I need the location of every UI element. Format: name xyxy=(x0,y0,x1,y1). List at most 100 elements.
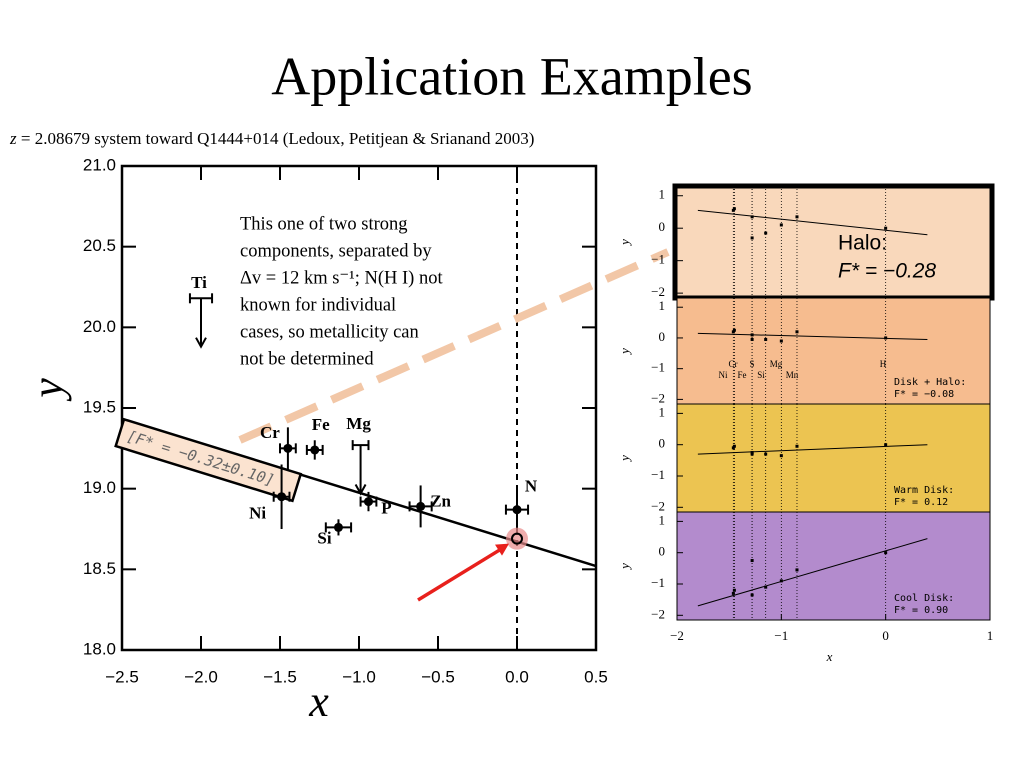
panel-y-tick-label: 0 xyxy=(659,219,666,234)
element-label: Mg xyxy=(770,359,783,369)
panel-y-tick-label: 1 xyxy=(659,404,666,419)
panel-name: Cool Disk: xyxy=(894,593,954,604)
panel-y-tick-label: −1 xyxy=(651,575,665,590)
panel-y-label: y xyxy=(617,348,632,356)
panel-fit-line xyxy=(697,209,928,236)
plot-frame xyxy=(120,164,598,652)
panel-y-tick-label: −1 xyxy=(651,467,665,482)
panel-point xyxy=(750,593,754,597)
y-tick-label: 19.5 xyxy=(83,397,116,416)
note-line: not be determined xyxy=(240,349,374,369)
panel-point xyxy=(795,568,799,572)
data-point xyxy=(310,445,320,455)
panel-f: F* = −0.08 xyxy=(894,389,954,400)
element-label: Cr xyxy=(729,359,738,369)
point-label: Ni xyxy=(249,504,266,523)
x-axis-label: x xyxy=(308,677,329,726)
panel-point xyxy=(884,443,888,447)
panel-y-tick-label: −2 xyxy=(651,284,665,299)
panel-point xyxy=(764,231,768,235)
panel-point xyxy=(732,207,736,211)
element-label: Fe xyxy=(738,370,747,380)
panel-fit-line xyxy=(697,444,928,455)
panel-f: F* = 0.12 xyxy=(894,497,948,508)
panel-point xyxy=(731,208,735,212)
panel-point xyxy=(764,337,768,341)
panel-fit-line xyxy=(697,538,928,607)
panel-x-label: x xyxy=(826,649,833,664)
element-label: H xyxy=(880,359,887,369)
y-tick-label: 18.5 xyxy=(83,559,116,578)
panel-y-tick-label: 1 xyxy=(659,298,666,313)
panel-point xyxy=(884,226,888,230)
panel-y-tick-label: 0 xyxy=(659,544,666,559)
data-point xyxy=(512,505,522,515)
y-tick-label: 18.0 xyxy=(83,639,116,658)
panel-point xyxy=(779,579,783,583)
arrow-shaft xyxy=(417,545,506,602)
subtitle-text: = 2.08679 system toward Q1444+014 (Ledou… xyxy=(21,129,535,148)
x-tick-label: 0.0 xyxy=(505,667,529,686)
panel-point xyxy=(750,559,754,563)
panel-point xyxy=(732,588,736,592)
callout-name: Halo: xyxy=(838,232,887,255)
x-tick-label: −2.0 xyxy=(184,667,218,686)
panel-point xyxy=(750,452,754,456)
point-label: Zn xyxy=(430,491,451,510)
panel-point xyxy=(779,339,783,343)
data-point xyxy=(283,443,293,453)
point-label: P xyxy=(381,498,391,517)
panel-point xyxy=(750,215,754,219)
panel-point xyxy=(731,330,735,334)
fit-label-bg xyxy=(114,417,303,503)
panel-point xyxy=(731,446,735,450)
panel-point xyxy=(750,333,754,337)
element-label: Mn xyxy=(786,370,799,380)
panel-x-tick-label: −2 xyxy=(670,628,684,643)
x-tick-label: −1.5 xyxy=(263,667,297,686)
data-point xyxy=(333,522,343,532)
panel-point xyxy=(884,336,888,340)
point-label: Ti xyxy=(191,273,207,292)
panel-x-tick-label: 0 xyxy=(882,628,889,643)
point-label: Fe xyxy=(312,415,330,434)
panel-name: Warm Disk: xyxy=(894,485,954,496)
panel-y-tick-label: −1 xyxy=(651,360,665,375)
x-tick-label: −1.0 xyxy=(342,667,376,686)
panel-f: F* = 0.90 xyxy=(894,605,948,616)
connector xyxy=(238,248,670,444)
panel-y-tick-label: −1 xyxy=(651,252,665,267)
element-label: Si xyxy=(757,370,765,380)
panel-fit-line xyxy=(697,332,928,340)
panel-bg xyxy=(676,185,991,299)
note-line: known for individual xyxy=(240,295,396,315)
panel-point xyxy=(732,444,736,448)
callout-f: F* = −0.28 xyxy=(838,260,936,283)
panel-y-label: y xyxy=(617,239,632,247)
x-tick-label: −0.5 xyxy=(421,667,455,686)
point-label: N xyxy=(525,477,538,496)
panel-y-tick-label: 0 xyxy=(659,329,666,344)
panel-x-tick-label: −1 xyxy=(774,628,788,643)
x-tick-label: 0.5 xyxy=(584,667,608,686)
panel-y-tick-label: 1 xyxy=(659,512,666,527)
slide-title: Application Examples xyxy=(271,46,752,106)
note-line: cases, so metallicity can xyxy=(240,322,419,342)
highlight-glow xyxy=(506,527,528,550)
panel-y-tick-label: 0 xyxy=(659,436,666,451)
panel-point xyxy=(750,337,754,341)
note-line: This one of two strong xyxy=(240,214,408,234)
panel-point xyxy=(731,591,735,595)
panel-bg xyxy=(676,297,991,405)
panel-point xyxy=(764,585,768,589)
panel-point xyxy=(795,215,799,219)
data-point xyxy=(277,492,287,502)
panel-y-tick-label: −2 xyxy=(651,390,665,405)
panel-y-tick-label: −2 xyxy=(651,606,665,621)
panel-point xyxy=(795,330,799,334)
note-line: Δv = 12 km s⁻¹; N(H I) not xyxy=(240,268,443,288)
y-tick-label: 21.0 xyxy=(83,155,116,174)
element-label: S xyxy=(749,359,754,369)
